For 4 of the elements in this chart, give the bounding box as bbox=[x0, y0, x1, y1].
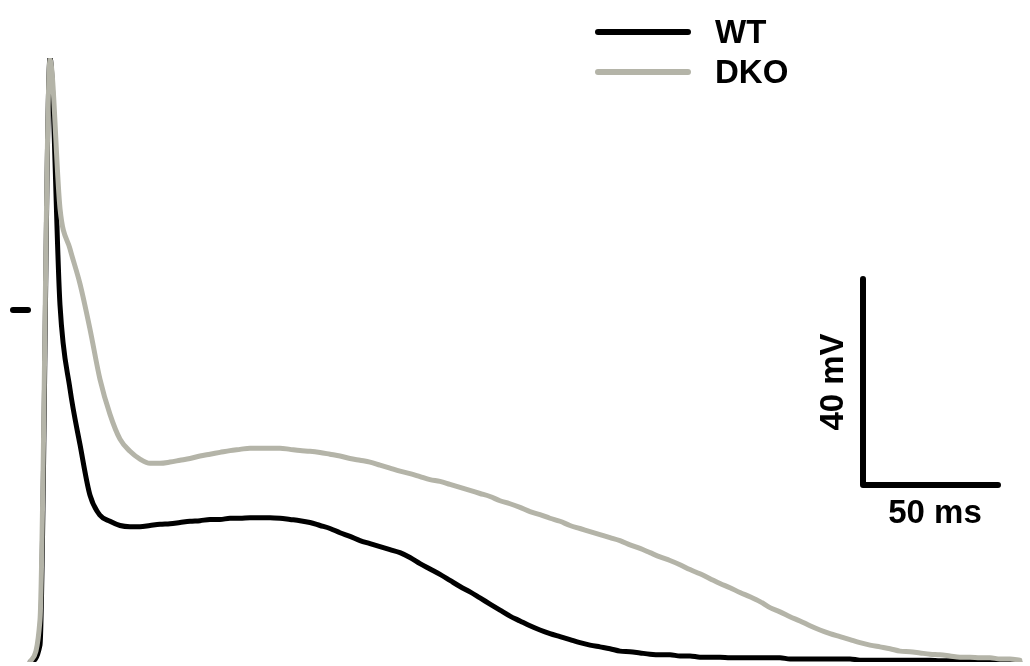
annotation: 50 ms bbox=[888, 493, 982, 531]
legend-label: DKO bbox=[715, 53, 789, 91]
annotation: 40 mV bbox=[813, 333, 851, 431]
legend-label: WT bbox=[715, 13, 767, 51]
